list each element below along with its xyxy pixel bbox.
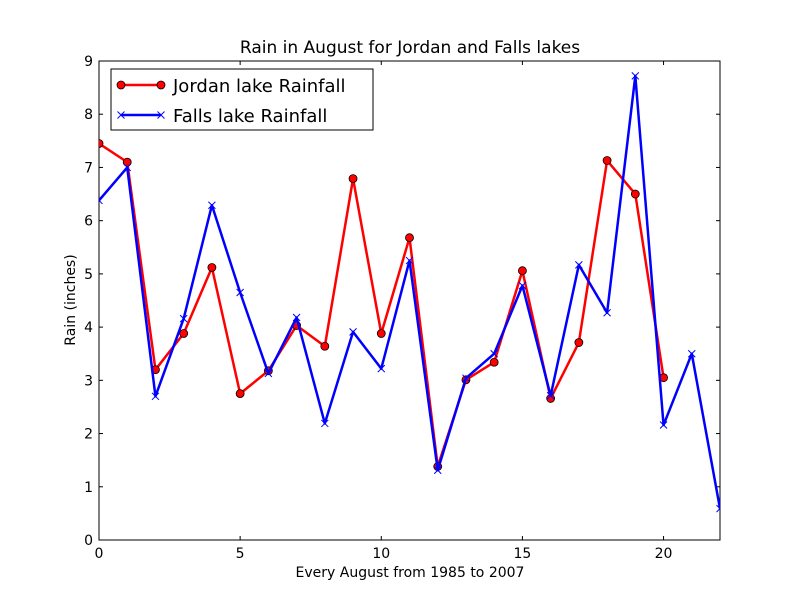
- x-tick-label: 15: [513, 546, 531, 562]
- data-point: [630, 189, 640, 199]
- legend-marker: [156, 80, 166, 90]
- legend-marker: [116, 80, 126, 90]
- x-marker-stroke: [349, 328, 357, 336]
- data-point: [179, 329, 189, 338]
- data-point: [320, 419, 329, 428]
- data-point: [716, 504, 720, 513]
- data-point: [405, 233, 414, 243]
- plot-area: 0 5 10 15 20 0 1 2 3 4 5 6 7 8 9: [84, 54, 721, 562]
- data-point: [99, 139, 104, 148]
- x-marker-stroke: [405, 256, 414, 265]
- y-tick-label: 6: [84, 214, 93, 230]
- data-point: [235, 389, 245, 399]
- data-point: [264, 369, 273, 378]
- x-marker-stroke: [518, 281, 527, 290]
- x-marker-stroke: [631, 72, 640, 80]
- data-point: [574, 338, 584, 347]
- data-point: [631, 72, 640, 80]
- y-tick-label: 4: [84, 320, 93, 336]
- legend-box: [110, 68, 374, 131]
- y-tick-label: 2: [84, 427, 93, 443]
- x-marker-stroke: [236, 288, 244, 297]
- legend: Jordan lake Rainfall Falls lake Rainfall: [110, 68, 374, 131]
- x-marker-stroke: [462, 374, 470, 383]
- x-marker-stroke: [377, 364, 386, 373]
- data-point: [518, 266, 527, 276]
- data-point: [376, 329, 386, 338]
- axes-frame: [98, 60, 721, 541]
- data-point: [99, 196, 103, 205]
- y-tick-label: 9: [84, 54, 93, 70]
- x-marker-stroke: [151, 392, 160, 401]
- x-marker-stroke: [320, 419, 329, 428]
- x-marker-stroke: [264, 369, 273, 378]
- x-marker-stroke: [123, 163, 132, 172]
- x-marker-stroke: [490, 349, 499, 358]
- data-point: [292, 313, 301, 322]
- data-point: [462, 374, 470, 383]
- y-axis-label: Rain (inches): [63, 254, 79, 345]
- data-point: [575, 260, 583, 269]
- data-point: [348, 174, 358, 184]
- data-point: [179, 314, 188, 323]
- data-point: [320, 341, 330, 351]
- y-tick-label: 8: [84, 107, 93, 123]
- data-point: [518, 281, 527, 290]
- x-marker-stroke: [208, 201, 216, 210]
- x-tick-label: 5: [236, 546, 245, 562]
- x-marker-stroke: [687, 349, 696, 358]
- data-point: [433, 466, 442, 475]
- data-point: [122, 157, 132, 167]
- x-marker-stroke: [157, 111, 165, 119]
- data-point: [405, 256, 414, 265]
- x-tick-label: 20: [655, 546, 673, 562]
- x-tick-label: 10: [372, 546, 390, 562]
- data-point: [207, 263, 217, 272]
- data-point: [602, 156, 612, 165]
- x-marker-stroke: [603, 308, 611, 317]
- legend-marker: [157, 111, 165, 119]
- x-marker-stroke: [716, 507, 720, 513]
- x-marker-stroke: [99, 196, 103, 202]
- data-point: [349, 328, 357, 336]
- chart-title: Rain in August for Jordan and Falls lake…: [240, 38, 580, 58]
- x-marker-stroke: [716, 504, 720, 510]
- y-tick-label: 7: [84, 160, 93, 176]
- data-point: [687, 349, 696, 358]
- x-marker-stroke: [99, 199, 103, 205]
- y-tick-label: 0: [84, 533, 93, 549]
- data-point: [151, 392, 160, 401]
- x-axis-label: Every August from 1985 to 2007: [296, 565, 525, 581]
- data-point: [377, 364, 386, 373]
- legend-label: Jordan lake Rainfall: [172, 76, 346, 97]
- x-marker-stroke: [659, 421, 668, 429]
- x-tick-label: 0: [95, 546, 104, 562]
- x-marker-stroke: [575, 260, 583, 269]
- y-tick-label: 3: [84, 373, 93, 389]
- data-point: [546, 391, 555, 400]
- x-marker-stroke: [546, 391, 555, 400]
- legend-label: Falls lake Rainfall: [173, 106, 327, 127]
- data-point: [659, 421, 668, 429]
- x-marker-stroke: [117, 111, 125, 119]
- data-point: [489, 357, 499, 367]
- data-point: [603, 308, 611, 317]
- data-point: [490, 349, 499, 358]
- y-tick-label: 1: [84, 480, 93, 496]
- data-point: [236, 288, 244, 297]
- data-point: [208, 201, 216, 210]
- legend-marker: [117, 111, 125, 119]
- x-marker-stroke: [433, 466, 442, 475]
- x-marker-stroke: [179, 314, 188, 323]
- x-marker-stroke: [292, 313, 301, 322]
- series-2: [99, 72, 720, 513]
- y-tick-label: 5: [84, 267, 93, 283]
- data-point: [123, 163, 132, 172]
